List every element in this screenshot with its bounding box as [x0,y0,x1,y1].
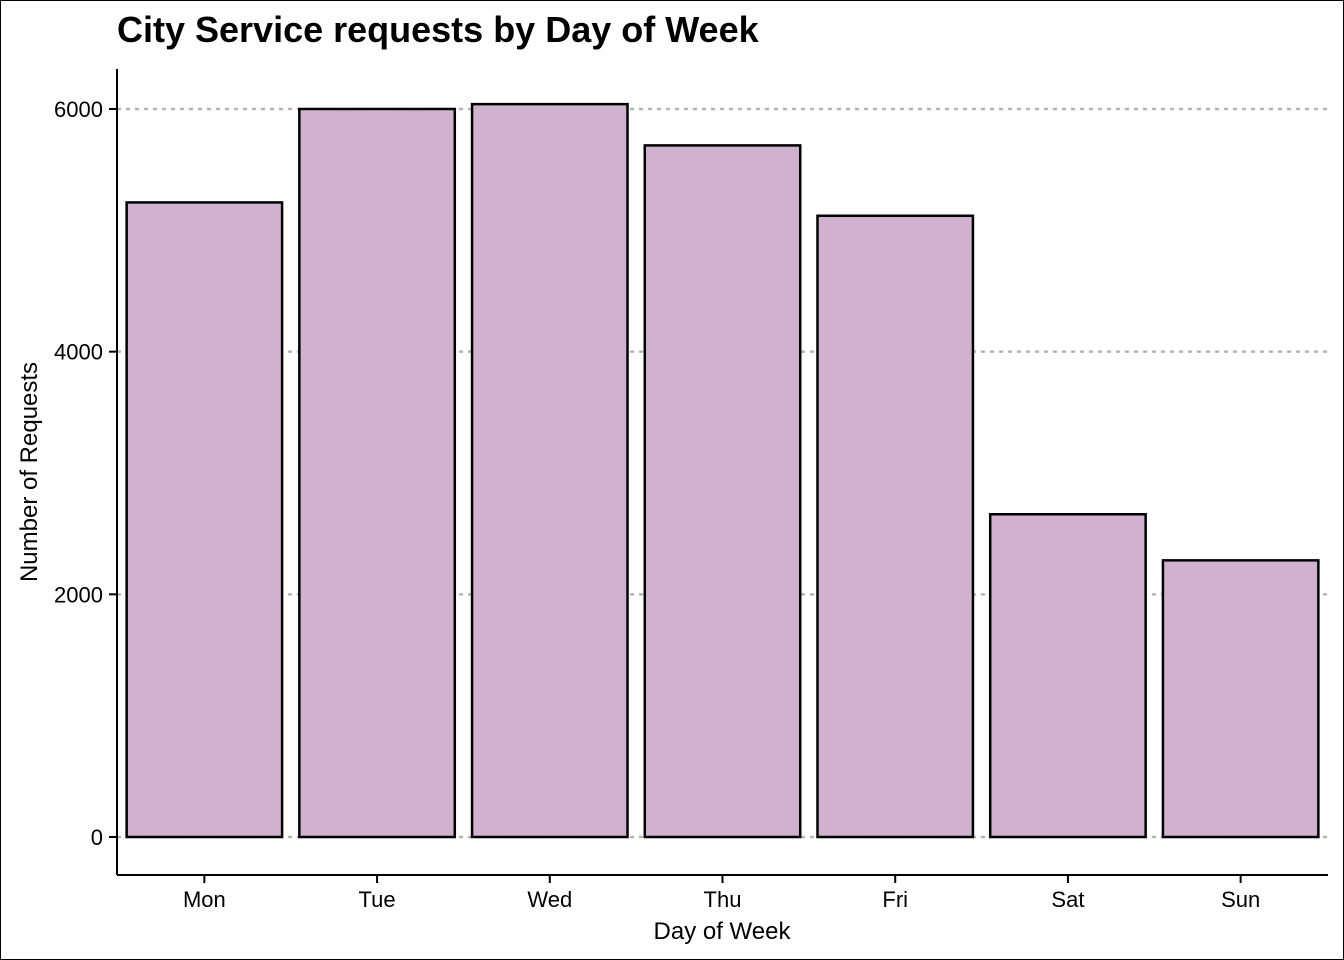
bar-sat [988,513,1147,839]
bar-mon [125,201,284,839]
bar-fri [816,214,975,839]
y-ticks: 0 2000 4000 6000 [54,97,117,850]
x-tick-label: Fri [882,887,908,912]
bar-tue [298,107,457,839]
y-tick-label: 0 [91,825,103,850]
bar-sun [1161,559,1320,839]
y-axis-title: Number of Requests [16,362,43,582]
y-tick-label: 6000 [54,97,103,122]
x-ticks: Mon Tue Wed Thu Fri Sat Sun [183,875,1260,912]
x-tick-label: Thu [704,887,742,912]
x-tick-label: Sun [1221,887,1260,912]
bar-thu [643,144,802,839]
x-axis-title: Day of Week [654,918,792,945]
y-tick-label: 4000 [54,340,103,365]
chart-title: City Service requests by Day of Week [117,9,759,50]
x-tick-label: Sat [1051,887,1084,912]
bars [125,102,1320,839]
x-tick-label: Tue [359,887,396,912]
y-tick-label: 2000 [54,582,103,607]
x-tick-label: Mon [183,887,226,912]
bar-wed [470,102,629,839]
x-tick-label: Wed [527,887,572,912]
